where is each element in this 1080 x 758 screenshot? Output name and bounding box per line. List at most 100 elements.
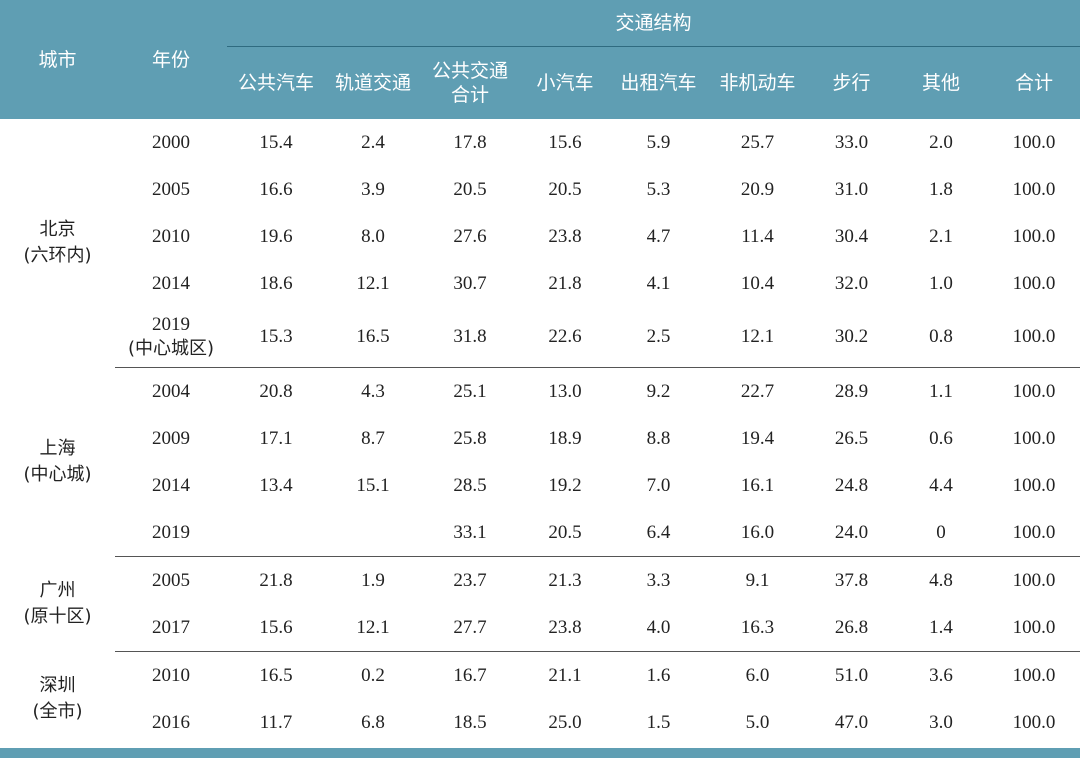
value-cell: 16.7 xyxy=(453,664,487,686)
value-cell: 15.3 xyxy=(227,307,325,368)
value-cell: 3.3 xyxy=(646,569,671,591)
value-cell: 16.1 xyxy=(740,474,775,496)
header-column: 其他 xyxy=(894,46,988,119)
value-cell: 15.4 xyxy=(259,131,293,153)
table-row: 北京 (六环内) 2000 15.4 2.4 17.8 15.6 5.9 25.7 33.0 2.0… xyxy=(0,119,1080,267)
city-cell: 上海 (中心城) xyxy=(0,368,115,557)
value-cell: 16.0 xyxy=(706,509,809,557)
value-cell: 21.1 xyxy=(548,664,582,686)
header-city: 城市 xyxy=(0,0,115,119)
header-column: 合计 xyxy=(988,46,1080,119)
value-cell: 32.0 xyxy=(834,272,869,294)
year-cell: 2019 xyxy=(115,509,227,557)
value-cell: 8.7 xyxy=(361,427,385,449)
value-cell: 4.4 xyxy=(929,474,953,496)
year-cell: 2009 xyxy=(115,415,227,462)
value-cell: 20.9 xyxy=(740,178,775,200)
value-cell: 15.6 xyxy=(227,604,325,652)
value-cell: 100.0 xyxy=(988,307,1080,368)
value-cell: 100.0 xyxy=(1012,225,1056,247)
value-cell: 4.3 xyxy=(361,380,385,402)
table-row: 广州 (原十区) 2005 21.8 1.9 23.7 21.3 3.3 9.1 37.8 4.8 1… xyxy=(0,557,1080,628)
value-cell: 21.8 xyxy=(548,272,582,294)
value-cell: 4.7 xyxy=(646,225,671,247)
value-cell: 51.0 xyxy=(834,664,869,686)
year-value: 2004 xyxy=(152,380,190,402)
value-cell: 2.1 xyxy=(929,225,953,247)
header-column: 非机动车 xyxy=(706,46,809,119)
table-row: 2014 13.4 15.1 28.5 19.2 7.0 16.1 24.8 4.4 100.0 xyxy=(0,462,1080,509)
year-value: 2005 xyxy=(152,569,190,591)
value-cell: 26.5 xyxy=(834,427,869,449)
value-cell: 100.0 xyxy=(1012,427,1056,449)
value-cell: 100.0 xyxy=(1012,711,1056,733)
value-cell: 18.6 xyxy=(259,272,293,294)
value-cell: 1.8 xyxy=(929,178,953,200)
value-cell: 9.1 xyxy=(745,569,770,591)
value-cell: 5.9 xyxy=(646,131,671,153)
header-year: 年份 xyxy=(115,0,227,119)
value-cell: 22.6 xyxy=(519,307,611,368)
value-cell: 19.6 xyxy=(259,225,293,247)
year-cell: 2010 xyxy=(115,652,227,700)
value-cell: 21.3 xyxy=(548,569,582,591)
city-cell: 深圳 (全市) xyxy=(0,652,115,747)
value-cell: 1.5 xyxy=(646,711,671,733)
value-cell: 30.7 xyxy=(453,272,487,294)
value-cell: 1.0 xyxy=(929,272,953,294)
value-cell: 5.3 xyxy=(646,178,671,200)
value-cell: 100.0 xyxy=(1012,272,1056,294)
year-value: 2010 xyxy=(152,225,190,247)
year-value: 2009 xyxy=(152,427,190,449)
header-column: 出租汽车 xyxy=(611,46,706,119)
value-cell: 6.8 xyxy=(361,711,385,733)
year-cell: 2005 xyxy=(115,557,227,605)
value-cell: 7.0 xyxy=(646,474,671,496)
value-cell: 16.5 xyxy=(325,307,421,368)
table-row: 2009 17.1 8.7 25.8 18.9 8.8 19.4 26.5 0.6 100.0 xyxy=(0,415,1080,462)
value-cell: 21.8 xyxy=(259,569,293,591)
value-cell: 100.0 xyxy=(988,509,1080,557)
value-cell: 18.5 xyxy=(453,711,487,733)
year-cell: 2014 xyxy=(115,260,227,307)
city-scope: (中心城) xyxy=(23,464,92,485)
city-cell: 北京 (六环内) xyxy=(0,119,115,368)
value-cell: 47.0 xyxy=(834,711,869,733)
value-cell: 100.0 xyxy=(1012,474,1056,496)
value-cell: 4.0 xyxy=(611,604,706,652)
year-cell: 2000 xyxy=(115,119,227,166)
value-cell: 20.5 xyxy=(548,178,582,200)
value-cell: 0.6 xyxy=(929,427,953,449)
table-row: 2017 15.6 12.1 27.7 23.8 4.0 16.3 26.8 1.4 100.0 xyxy=(0,604,1080,652)
year-cell: 2005 xyxy=(115,166,227,213)
value-cell: 18.9 xyxy=(548,427,582,449)
value-cell: 27.7 xyxy=(421,604,519,652)
value-cell: 20.5 xyxy=(453,178,487,200)
header-column: 小汽车 xyxy=(519,46,611,119)
value-cell: 100.0 xyxy=(988,604,1080,652)
value-cell: 1.9 xyxy=(361,569,385,591)
table-row: 2014 18.6 12.1 30.7 21.8 4.1 10.4 32.0 1.0 100.0 xyxy=(0,260,1080,307)
value-cell: 33.1 xyxy=(421,509,519,557)
value-cell: 100.0 xyxy=(1012,569,1056,591)
year-value: 2014 xyxy=(152,272,190,294)
value-cell: 8.8 xyxy=(646,427,671,449)
city-scope: (全市) xyxy=(32,700,83,722)
table-header: 城市 年份 交通结构 公共汽车 轨道交通 公共交通 合计 小汽车 出租汽车 非机动车 步行 其他… xyxy=(0,0,1080,119)
value-cell: 30.4 xyxy=(834,225,869,247)
year-value: 2010 xyxy=(152,664,190,686)
value-cell: 4.1 xyxy=(646,272,671,294)
value-cell: 25.8 xyxy=(453,427,487,449)
value-cell: 31.0 xyxy=(834,178,869,200)
year-value: 2000 xyxy=(152,131,190,153)
table-row: 上海 (中心城) 2004 20.8 4.3 25.1 13.0 9.2 22.7 28.9 1.1… xyxy=(0,368,1080,486)
year-cell: 2017 xyxy=(115,604,227,652)
year-value: 2019 xyxy=(152,521,190,543)
value-cell: 6.4 xyxy=(611,509,706,557)
table-body: 北京 (六环内) 2000 15.4 2.4 17.8 15.6 5.9 25.7 33.0 2.0… xyxy=(0,119,1080,746)
city-name: 上海 xyxy=(39,438,76,459)
value-cell: 28.9 xyxy=(834,380,869,402)
value-cell: 25.0 xyxy=(548,711,582,733)
